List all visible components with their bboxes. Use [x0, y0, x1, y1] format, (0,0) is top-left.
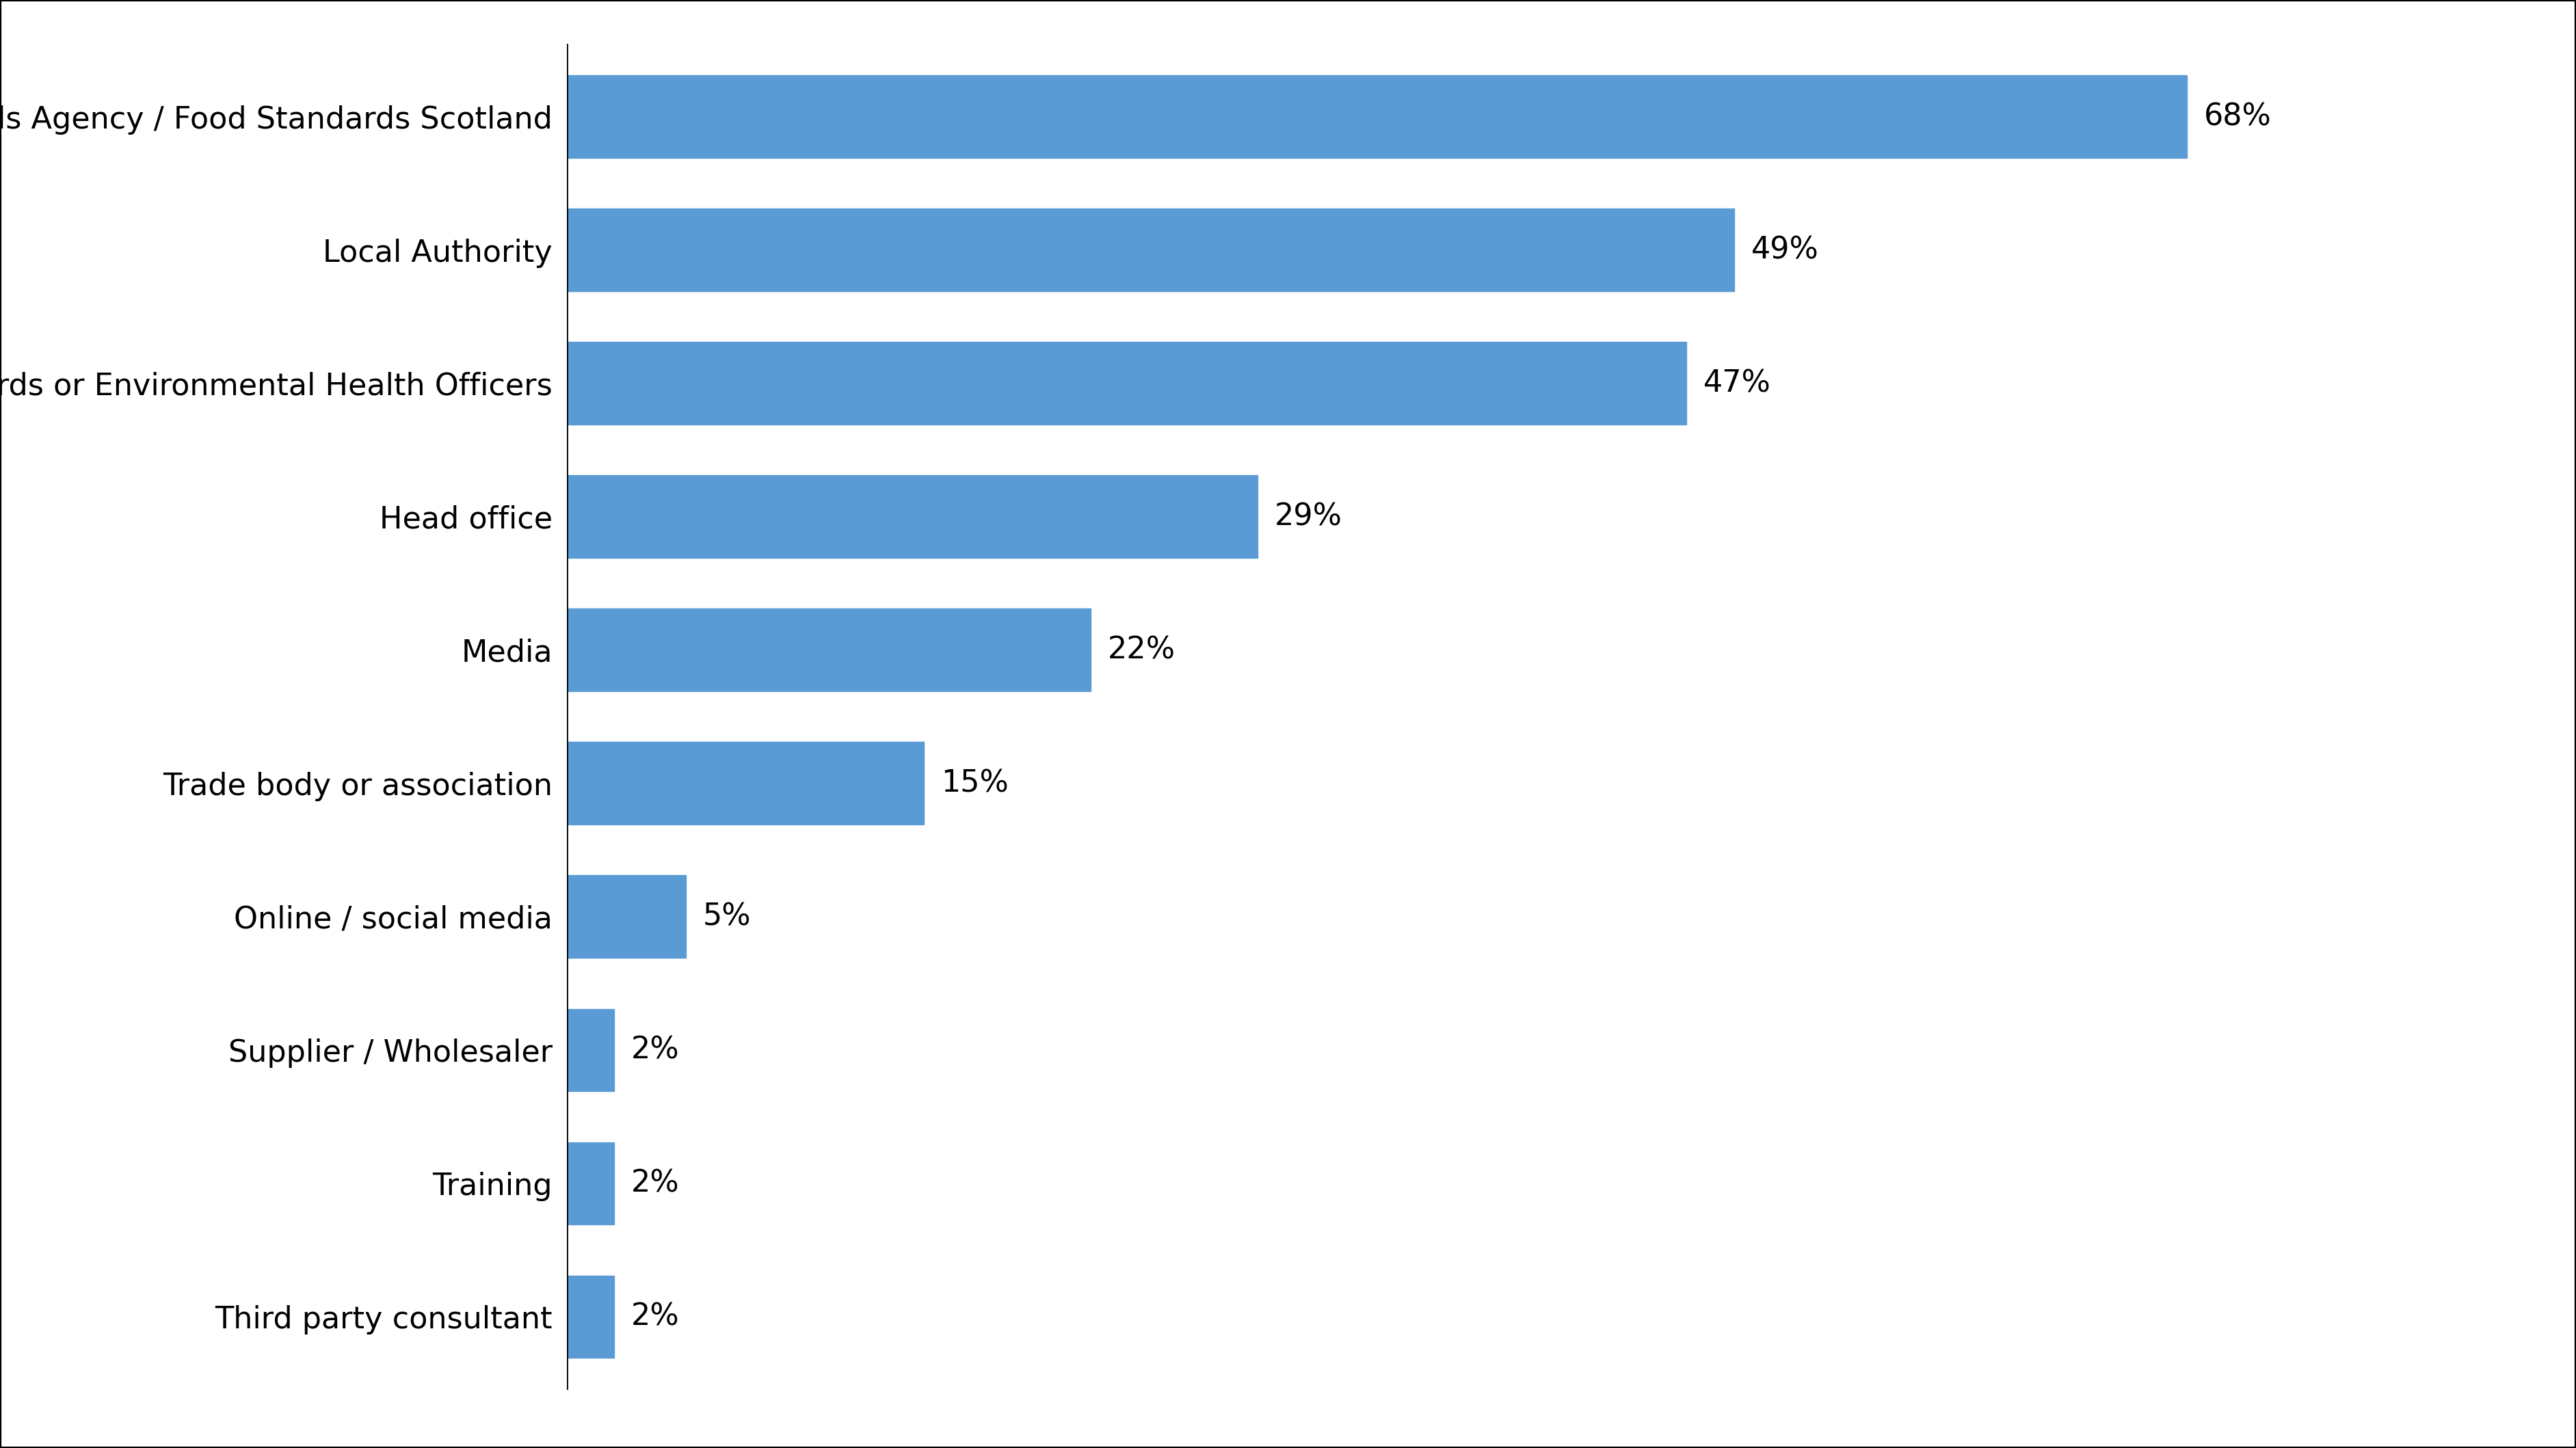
Bar	[567, 475, 1257, 557]
Text: 2%: 2%	[631, 1035, 680, 1064]
Text: 15%: 15%	[940, 769, 1007, 798]
Bar	[567, 1276, 616, 1358]
Bar	[567, 1142, 616, 1225]
Text: 2%: 2%	[631, 1302, 680, 1332]
Bar	[567, 342, 1687, 424]
Bar	[567, 209, 1734, 291]
Bar	[567, 1009, 616, 1092]
Text: 68%: 68%	[2202, 101, 2272, 132]
Text: 22%: 22%	[1108, 636, 1175, 665]
Bar	[567, 608, 1092, 692]
Text: 47%: 47%	[1703, 369, 1770, 398]
Bar	[567, 741, 925, 825]
Text: 5%: 5%	[703, 902, 750, 931]
Text: 49%: 49%	[1752, 236, 1819, 265]
Text: 29%: 29%	[1275, 502, 1342, 531]
Text: 2%: 2%	[631, 1169, 680, 1197]
Bar	[567, 75, 2187, 158]
Bar	[567, 876, 685, 959]
